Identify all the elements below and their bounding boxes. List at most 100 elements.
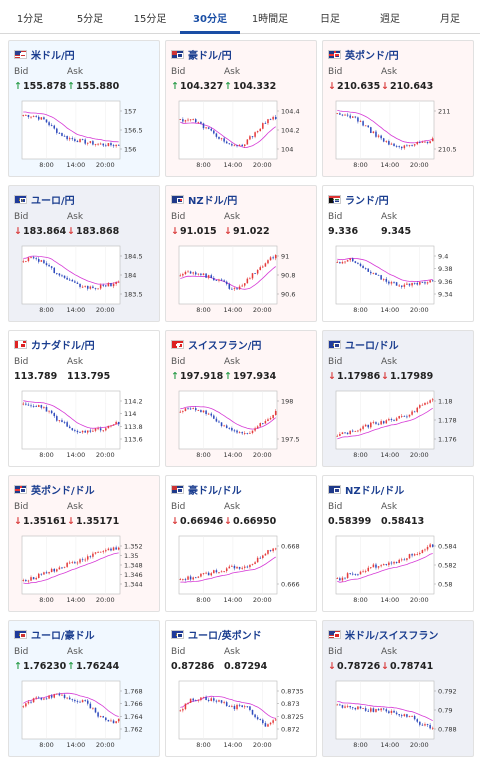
candle	[246, 139, 249, 145]
tab-3[interactable]: 30分足	[180, 0, 240, 34]
currency-card[interactable]: NZドル/ドル Bid Ask 0.58399 0.58413 0.584 0.582 0.5…	[322, 475, 474, 612]
candle	[336, 262, 339, 263]
candle	[205, 410, 207, 415]
bid-value-text: 0.66946	[179, 516, 224, 527]
candle	[218, 700, 220, 702]
candle	[192, 577, 194, 580]
tab-7[interactable]: 月足	[440, 13, 460, 25]
candlestick-chart[interactable]: 104.4 104.2 104 8:00 14:00 20:00	[177, 99, 305, 171]
candle	[225, 702, 228, 706]
currency-card[interactable]: ユーロ/英ポンド Bid Ask 0.87286 0.87294 0.8735 0.873 0…	[165, 620, 317, 757]
candlestick-chart[interactable]: 1.768 1.766 1.764 1.762 8:00 14:00 20:00	[20, 679, 148, 751]
pair-name[interactable]: 米ドル/円	[31, 50, 75, 62]
candlestick-chart[interactable]: 198 197.5 8:00 14:00 20:00	[177, 389, 305, 461]
tab-1[interactable]: 5分足	[76, 13, 104, 25]
pair-name[interactable]: ユーロ/円	[31, 195, 75, 207]
candle	[115, 282, 117, 285]
candle	[249, 278, 251, 280]
candle	[102, 143, 105, 146]
currency-card[interactable]: 英ポンド/円 Bid Ask ↓210.635 ↓210.643 211 210.5 8:00…	[322, 40, 474, 177]
currency-card[interactable]: 豪ドル/円 Bid Ask ↑104.327 ↑104.332 104.4 104.2 104…	[165, 40, 317, 177]
candle	[223, 425, 225, 427]
candle	[421, 550, 424, 554]
candle	[377, 274, 380, 276]
currency-card[interactable]: NZドル/円 Bid Ask ↓91.015 ↓91.022 91 90.8 90.6 8:00…	[165, 185, 317, 322]
currency-card[interactable]: 英ポンド/ドル Bid Ask ↓1.35161 ↓1.35171 1.352 1.35 1.…	[8, 475, 160, 612]
currency-card[interactable]: 豪ドル/ドル Bid Ask ↓0.66946 ↓0.66950 0.668 0.666 8:…	[165, 475, 317, 612]
tab-2[interactable]: 15分足	[133, 13, 167, 25]
pair-name[interactable]: NZドル/円	[188, 195, 238, 207]
x-tick-label: 8:00	[39, 306, 54, 314]
candle	[74, 562, 76, 564]
candlestick-chart[interactable]: 114.2 114 113.8 113.6 8:00 14:00 20:00	[20, 389, 148, 461]
x-tick-label: 8:00	[39, 451, 54, 459]
candle	[61, 567, 63, 569]
candle	[354, 573, 357, 575]
currency-card[interactable]: カナダドル/円 Bid Ask 113.789 113.795 114.2 114 113.8…	[8, 330, 160, 467]
pair-name[interactable]: 豪ドル/ドル	[188, 485, 242, 497]
pair-name[interactable]: 豪ドル/円	[188, 50, 232, 62]
ask-value: ↓210.643	[381, 81, 433, 92]
candle	[79, 701, 81, 703]
candlestick-chart[interactable]: 1.18 1.178 1.176 8:00 14:00 20:00	[334, 389, 462, 461]
candle	[400, 559, 403, 561]
currency-card[interactable]: 米ドル/円 Bid Ask ↑155.878 ↑155.880 157 156.5 156 8:…	[8, 40, 160, 177]
candle	[382, 708, 385, 710]
pair-name[interactable]: ユーロ/ドル	[345, 340, 399, 352]
candle	[419, 142, 421, 143]
candle	[254, 273, 256, 275]
y-tick-label: 114.2	[124, 398, 143, 406]
pair-name[interactable]: ユーロ/英ポンド	[188, 630, 262, 642]
candlestick-chart[interactable]: 157 156.5 156 8:00 14:00 20:00	[20, 99, 148, 171]
candlestick-chart[interactable]: 0.584 0.582 0.58 8:00 14:00 20:00	[334, 534, 462, 606]
tab-0[interactable]: 1分足	[16, 13, 44, 25]
y-tick-label: 1.176	[438, 436, 457, 444]
pair-name[interactable]: NZドル/ドル	[345, 485, 405, 497]
candle	[92, 141, 94, 145]
candlestick-chart[interactable]: 184.5 184 183.5 8:00 14:00 20:00	[20, 244, 148, 316]
currency-card[interactable]: ユーロ/円 Bid Ask ↓183.864 ↓183.868 184.5 184 183.5…	[8, 185, 160, 322]
bid-value-text: 91.015	[179, 226, 217, 237]
currency-card[interactable]: 米ドル/スイスフラン Bid Ask ↓0.78726 ↓0.78741 0.792 0.7…	[322, 620, 474, 757]
flag-icon	[328, 194, 341, 204]
candle	[102, 716, 105, 718]
candle	[194, 577, 197, 579]
currency-card[interactable]: スイスフラン/円 Bid Ask ↑197.918 ↑197.934 198 197.5 8:…	[165, 330, 317, 467]
pair-name[interactable]: ランド/円	[345, 195, 389, 207]
candle	[372, 131, 375, 134]
candle	[22, 115, 25, 116]
candlestick-chart[interactable]: 91 90.8 90.6 8:00 14:00 20:00	[177, 244, 305, 316]
pair-name[interactable]: スイスフラン/円	[188, 340, 262, 352]
candle	[400, 285, 403, 287]
y-tick-label: 90.6	[281, 291, 295, 299]
arrow-down-icon: ↓	[171, 226, 179, 237]
pair-name[interactable]: 英ポンド/円	[345, 50, 399, 62]
tab-4[interactable]: 1時間足	[251, 13, 289, 25]
candlestick-chart[interactable]: 0.8735 0.873 0.8725 0.872 8:00 14:00 20:00	[177, 679, 305, 751]
pair-name[interactable]: ユーロ/豪ドル	[31, 630, 95, 642]
candlestick-chart[interactable]: 0.668 0.666 8:00 14:00 20:00	[177, 534, 305, 606]
candlestick-chart[interactable]: 9.4 9.38 9.36 9.34 8:00 14:00 20:00	[334, 244, 462, 316]
candlestick-chart[interactable]: 211 210.5 8:00 14:00 20:00	[334, 99, 462, 171]
pair-name[interactable]: 英ポンド/ドル	[31, 485, 95, 497]
candle	[61, 420, 63, 422]
pair-name[interactable]: カナダドル/円	[31, 340, 95, 352]
ask-label: Ask	[67, 212, 84, 222]
candle	[213, 415, 215, 419]
candlestick-chart[interactable]: 0.792 0.79 0.788 8:00 14:00 20:00	[334, 679, 462, 751]
candle	[89, 141, 92, 143]
candle	[184, 271, 187, 275]
y-tick-label: 210.5	[438, 146, 457, 154]
candle	[367, 125, 370, 128]
ask-value: ↑197.934	[224, 371, 276, 382]
currency-card[interactable]: ユーロ/ドル Bid Ask ↓1.17986 ↓1.17989 1.18 1.178 1.1…	[322, 330, 474, 467]
candle	[79, 559, 81, 563]
tab-6[interactable]: 週足	[380, 13, 400, 25]
currency-card[interactable]: ランド/円 Bid Ask 9.336 9.345 9.4 9.38 9.36 9.34 8:00…	[322, 185, 474, 322]
candlestick-chart[interactable]: 1.352 1.35 1.348 1.346 1.344 8:00 14:00 20:00	[20, 534, 148, 606]
currency-card[interactable]: ユーロ/豪ドル Bid Ask ↑1.76230 ↑1.76244 1.768 1.766 1…	[8, 620, 160, 757]
x-tick-label: 20:00	[410, 596, 429, 604]
bid-value-text: 1.35161	[22, 516, 67, 527]
tab-5[interactable]: 日足	[320, 13, 340, 25]
pair-name[interactable]: 米ドル/スイスフラン	[345, 630, 439, 642]
